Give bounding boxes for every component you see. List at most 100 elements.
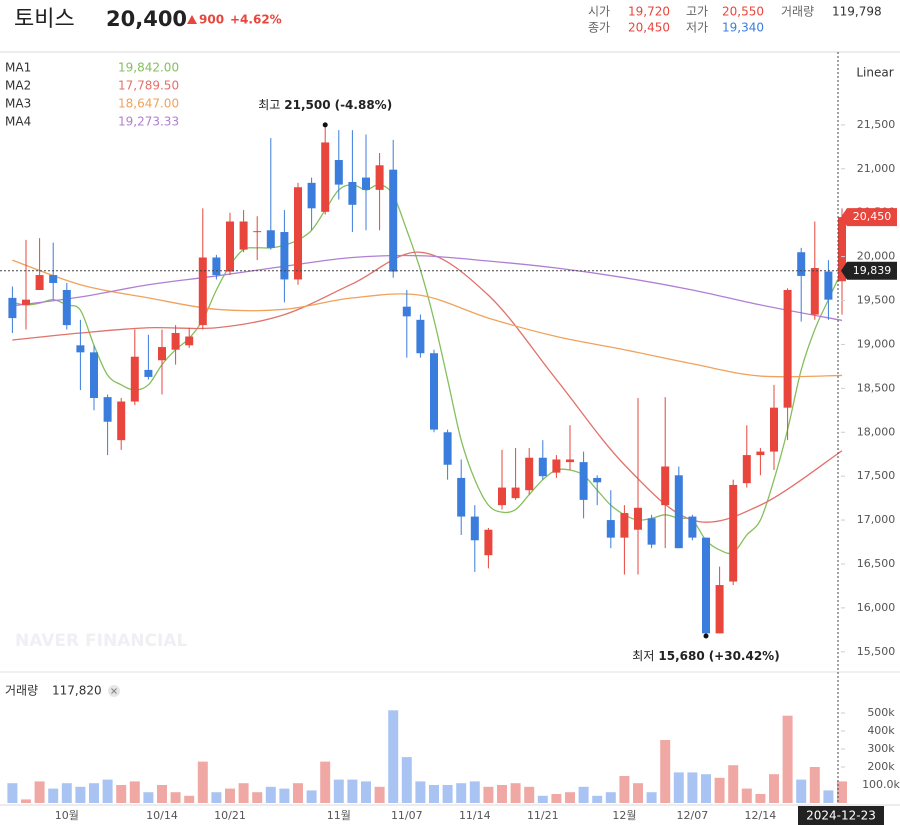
candle-body	[117, 401, 126, 441]
y-tick-label: 21,500	[857, 118, 896, 131]
candle-body	[22, 299, 30, 305]
candle-body	[76, 345, 85, 353]
candle-body	[212, 257, 221, 276]
volume-bar	[225, 788, 235, 803]
candle-body	[35, 275, 44, 290]
scale-mode[interactable]: Linear	[856, 66, 893, 80]
price-tag-label: 19,839	[853, 264, 892, 277]
volume-bar	[143, 792, 154, 803]
volume-bar	[483, 786, 494, 803]
volume-tick-label: 300k	[867, 742, 895, 755]
candle-body	[130, 356, 139, 402]
y-tick-label: 17,500	[857, 469, 896, 482]
candle-body	[647, 518, 656, 545]
volume-bar	[796, 779, 807, 803]
volume-bar	[34, 781, 45, 803]
volume-bar	[646, 792, 657, 803]
x-tick-label: 12/14	[745, 809, 777, 822]
volume-bar	[565, 792, 575, 803]
y-tick-label: 17,000	[857, 513, 896, 526]
x-tick-label: 10/21	[214, 809, 246, 822]
candle-body	[661, 466, 670, 506]
stat-label: 저가	[686, 21, 708, 35]
y-tick-label: 18,500	[857, 381, 896, 394]
volume-bar	[701, 774, 711, 803]
volume-bar	[782, 715, 793, 803]
candle-body	[307, 182, 316, 209]
stat-label: 고가	[686, 5, 708, 19]
extreme-label: 최저 15,680 (+30.42%)	[632, 648, 779, 662]
candle-body	[321, 142, 330, 212]
stat-value: 119,798	[832, 5, 882, 19]
candle-body	[756, 451, 765, 456]
candle-body	[226, 221, 234, 272]
volume-bar	[320, 761, 331, 803]
extreme-dot	[703, 633, 709, 639]
stock-price: 20,400	[106, 7, 187, 31]
stat-value: 19,720	[628, 5, 670, 19]
price-change-pct: +4.62%	[230, 13, 282, 27]
x-tick-label: 11/07	[391, 809, 423, 822]
volume-bar	[61, 783, 72, 803]
volume-tick-label: 200k	[867, 760, 895, 773]
candle-body	[158, 347, 166, 361]
candle-body	[334, 160, 343, 185]
legend-value: 19,842.00	[118, 61, 179, 75]
volume-bar	[510, 783, 521, 803]
y-tick-label: 15,500	[857, 645, 896, 658]
volume-current: 117,820	[52, 684, 102, 698]
candle-body	[470, 516, 479, 541]
stat-label: 거래량	[781, 5, 814, 19]
volume-bar	[442, 785, 453, 803]
legend-name: MA4	[5, 115, 31, 129]
price-tag	[841, 208, 897, 227]
candle-body	[484, 529, 493, 556]
candle-body	[838, 217, 846, 282]
volume-bar	[293, 783, 303, 803]
y-tick-label: 19,500	[857, 294, 896, 307]
volume-bar	[347, 779, 358, 803]
candle-body	[797, 252, 806, 276]
volume-bar	[633, 783, 643, 803]
watermark: NAVER FINANCIAL	[15, 631, 188, 651]
volume-bar	[129, 781, 140, 803]
volume-bar	[456, 783, 467, 803]
x-tick-label: 2024-12-23	[806, 809, 876, 823]
volume-bar	[524, 786, 535, 803]
candle-body	[430, 353, 438, 430]
candle-body	[90, 352, 98, 399]
volume-bar	[102, 779, 113, 803]
volume-title: 거래량	[5, 684, 38, 698]
legend-value: 19,273.33	[118, 115, 179, 129]
stat-label: 시가	[588, 5, 610, 19]
volume-bar	[89, 783, 99, 803]
stat-value: 19,340	[722, 21, 764, 35]
candle-body	[824, 271, 833, 300]
y-tick-label: 21,000	[857, 162, 896, 175]
candle-body	[688, 516, 697, 538]
candle-body	[443, 432, 452, 465]
x-tick-label: 11/14	[459, 809, 491, 822]
close-icon	[111, 688, 117, 694]
candle-body	[770, 407, 778, 452]
volume-bar	[374, 786, 385, 803]
candle-body	[593, 477, 602, 483]
volume-bar	[415, 781, 426, 803]
candle-body	[511, 487, 520, 499]
y-tick-label: 16,500	[857, 557, 896, 570]
extreme-label-value-label: 21,500	[284, 97, 330, 111]
volume-bar	[673, 772, 684, 803]
candle-body	[457, 477, 466, 517]
volume-bar	[157, 785, 167, 803]
legend-value: 17,789.50	[118, 79, 179, 93]
extreme-dot	[322, 122, 328, 128]
price-tag-label: 20,450	[853, 210, 892, 223]
candle-body	[742, 455, 751, 484]
volume-bar	[252, 792, 263, 803]
candle-body	[348, 181, 357, 205]
volume-bar	[48, 788, 59, 803]
volume-bar	[741, 788, 752, 803]
extreme-label-change: (-4.88%)	[335, 97, 393, 111]
candle-body	[362, 177, 370, 190]
